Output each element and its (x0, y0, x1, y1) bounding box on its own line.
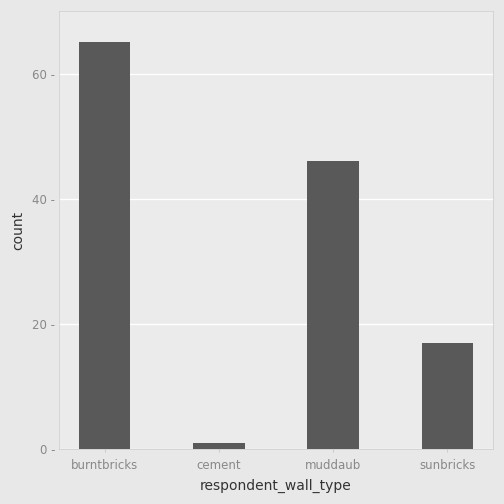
Y-axis label: count: count (11, 211, 25, 249)
Bar (307, 161, 359, 449)
Bar (422, 343, 473, 449)
X-axis label: respondent_wall_type: respondent_wall_type (200, 479, 352, 493)
Bar (193, 443, 244, 449)
Bar (79, 42, 131, 449)
